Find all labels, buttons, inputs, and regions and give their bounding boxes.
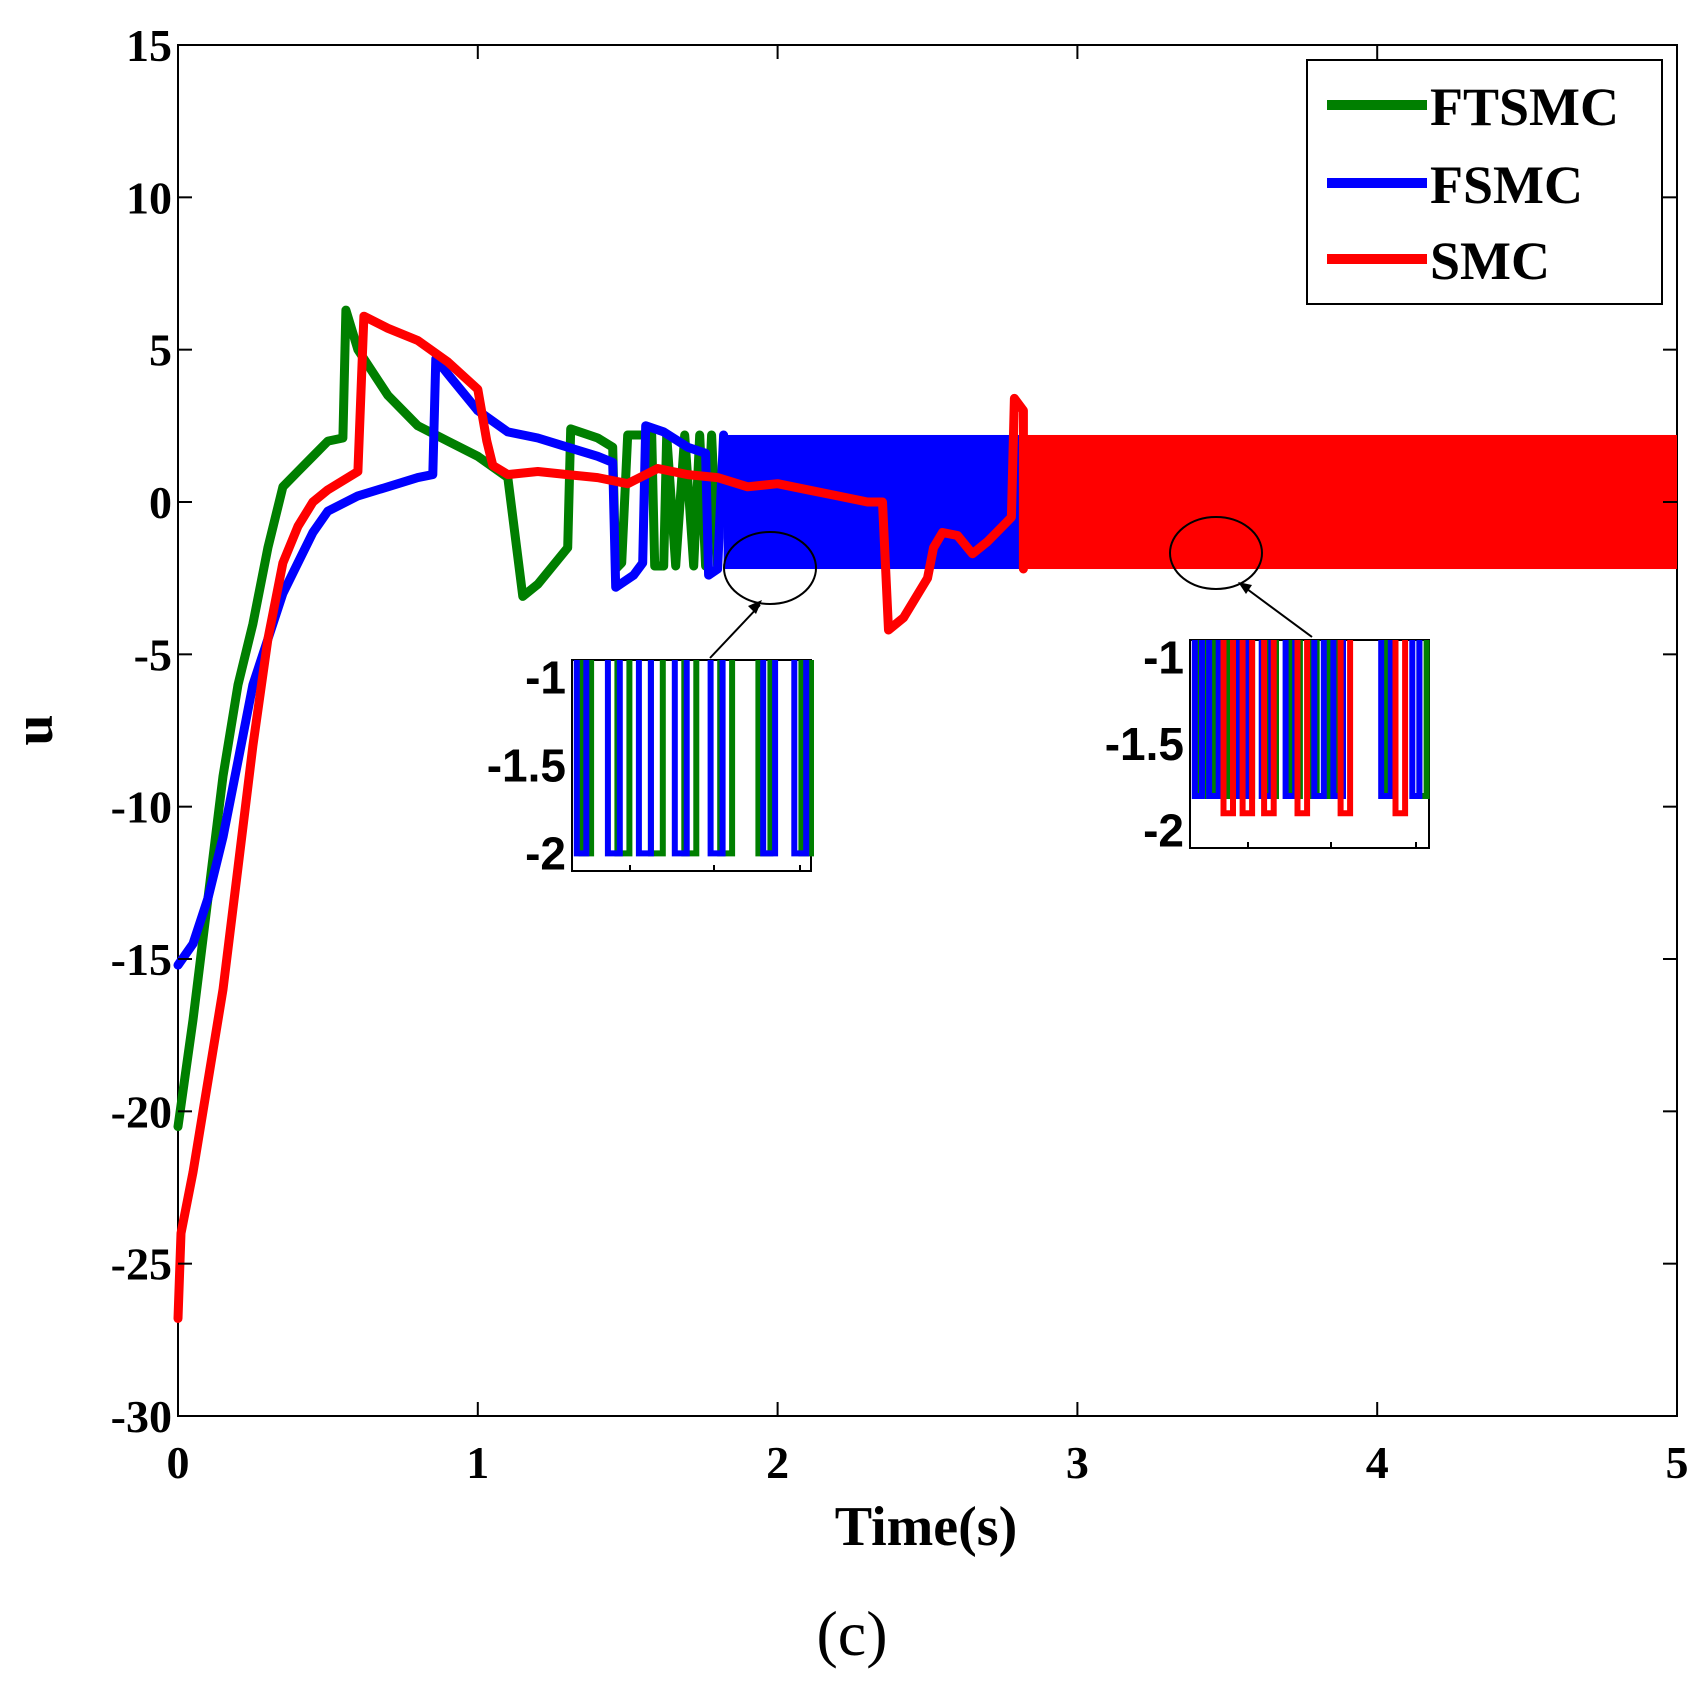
series-line-ftsmc: [173, 305, 723, 1132]
legend: FTSMC FSMC SMC: [1306, 59, 1663, 305]
inset-tick-label: -2: [1143, 805, 1184, 857]
axis-ticks: [177, 44, 1678, 1417]
y-tick-label: -10: [111, 782, 172, 833]
inset-tick-label: -1: [1143, 631, 1184, 683]
y-tick-label: -30: [111, 1391, 172, 1442]
y-tick-label: -25: [111, 1239, 172, 1290]
inset-1-traces: [573, 660, 814, 857]
series-line-fsmc: [173, 354, 729, 970]
legend-label-ftsmc: FTSMC: [1430, 77, 1619, 137]
y-tick-label: -5: [134, 629, 172, 680]
inset-tick-label: -1.5: [487, 740, 566, 792]
y-tick-label: 0: [149, 477, 172, 528]
series-lines: [173, 305, 1028, 1323]
y-tick-label: -20: [111, 1086, 172, 1137]
zoom-arrow-2: [1242, 585, 1313, 638]
y-tick-label: 15: [126, 20, 172, 71]
series-line-smc: [173, 311, 1028, 1323]
inset-trace-fsmc: [573, 660, 810, 857]
y-tick-label: 5: [149, 325, 172, 376]
y-axis-label: u: [3, 714, 65, 745]
legend-label-smc: SMC: [1430, 231, 1550, 291]
bands: [723, 434, 1677, 570]
x-tick-label: 2: [766, 1437, 789, 1488]
band-smc: [1023, 434, 1677, 570]
y-tick-label: -15: [111, 934, 172, 985]
x-tick-label: 1: [466, 1437, 489, 1488]
y-tick-labels: -30 -25 -20 -15 -10 -5 0 5 10 15: [111, 20, 172, 1442]
x-tick-label: 5: [1666, 1437, 1689, 1488]
x-tick-label: 4: [1366, 1437, 1389, 1488]
zoom-arrow-1: [709, 604, 761, 659]
zoom-arrowhead-2: [1238, 582, 1252, 594]
zoom-ellipse-2: [1169, 516, 1263, 590]
y-tick-label: 10: [126, 172, 172, 223]
x-tick-label: 3: [1066, 1437, 1089, 1488]
zoom-inset-2: -1 -1.5 -2: [1105, 631, 1430, 857]
inset-2-tick-labels: -1 -1.5 -2: [1105, 631, 1184, 856]
inset-tick-label: -1.5: [1105, 718, 1184, 770]
zoom-arrowhead-1: [748, 600, 762, 614]
zoom-callouts: [709, 516, 1313, 659]
inset-2-traces: [1191, 640, 1430, 817]
legend-label-fsmc: FSMC: [1430, 155, 1583, 215]
x-tick-labels: 0 1 2 3 4 5: [167, 1437, 1689, 1488]
inset-tick-label: -2: [525, 827, 566, 879]
zoom-inset-1: -1 -1.5 -2: [487, 652, 814, 880]
figure-caption: (c): [816, 1598, 887, 1669]
inset-trace-smc: [1220, 640, 1409, 817]
x-axis-label: Time(s): [835, 1496, 1018, 1558]
inset-1-tick-labels: -1 -1.5 -2: [487, 652, 566, 880]
inset-tick-label: -1: [525, 652, 566, 704]
zoom-ellipse-1: [723, 531, 817, 605]
x-tick-label: 0: [167, 1437, 190, 1488]
